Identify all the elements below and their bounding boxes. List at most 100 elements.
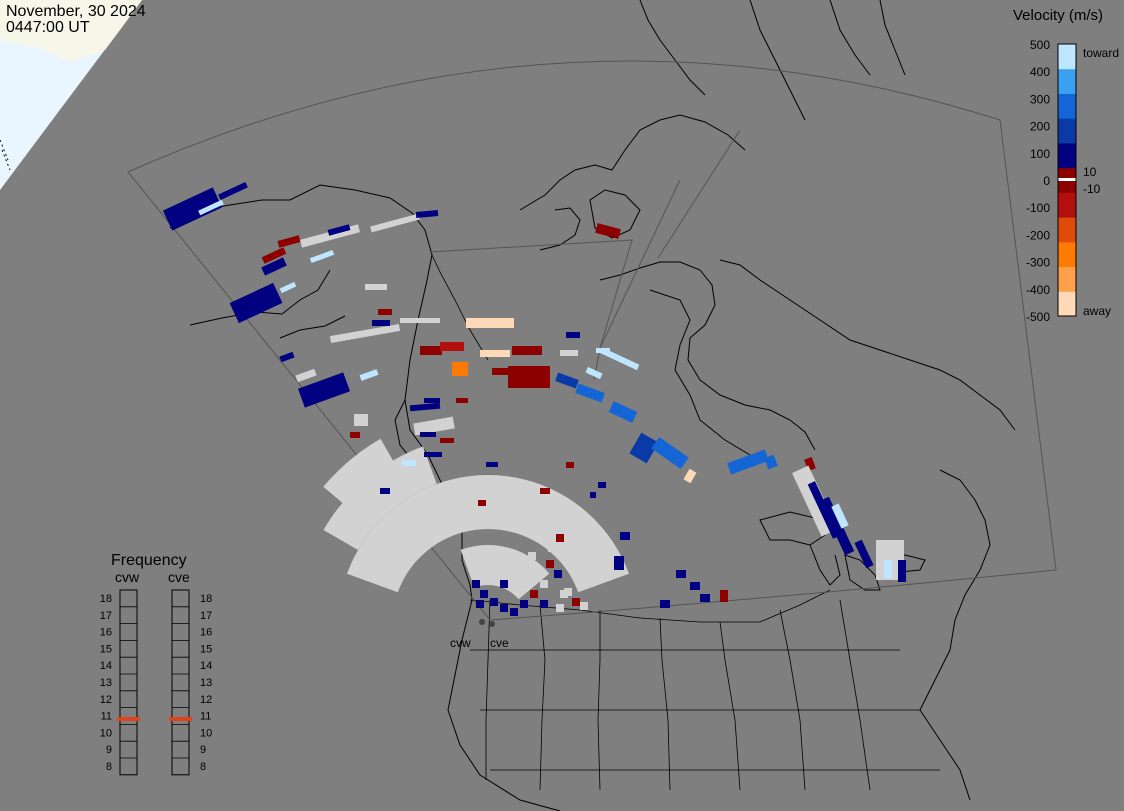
coastlines — [169, 0, 1016, 811]
frequency-level-label: 16 — [100, 627, 112, 639]
velocity-cell — [456, 398, 468, 403]
velocity-cell — [720, 590, 728, 602]
velocity-cell — [480, 590, 488, 598]
velocity-cell — [424, 452, 442, 457]
frequency-level-label: 14 — [100, 660, 112, 672]
velocity-cell — [402, 460, 416, 466]
velocity-cell — [560, 350, 578, 356]
velocity-color-band — [1058, 142, 1076, 169]
velocity-cell — [480, 350, 510, 357]
frequency-scale-cvw — [119, 589, 138, 776]
velocity-cell — [299, 224, 361, 248]
velocity-tick-label: -400 — [1026, 283, 1050, 297]
frequency-title: Frequency — [111, 552, 187, 569]
backscatter-cells — [162, 181, 906, 616]
velocity-cell — [575, 383, 605, 403]
frequency-level-label: 14 — [200, 660, 212, 672]
velocity-cell — [350, 432, 360, 438]
velocity-tick-label: 400 — [1030, 65, 1050, 79]
velocity-tick-label: 100 — [1030, 147, 1050, 161]
velocity-cell — [327, 224, 351, 236]
frequency-panel: Frequency cvw cve 1817161514131211109818… — [100, 552, 212, 776]
velocity-cell — [400, 318, 440, 323]
velocity-cell — [218, 181, 248, 201]
velocity-cell — [365, 284, 387, 290]
velocity-cell — [295, 368, 317, 383]
velocity-cell — [554, 570, 562, 578]
frequency-level-label: 11 — [200, 711, 211, 723]
velocity-cell — [512, 346, 542, 355]
velocity-cell — [415, 210, 439, 218]
velocity-cell — [764, 454, 778, 470]
velocity-cell — [566, 462, 574, 468]
velocity-cell — [413, 416, 455, 436]
gray-scatter-arc — [460, 545, 550, 600]
velocity-color-band — [1058, 192, 1076, 218]
velocity-cell — [466, 318, 514, 328]
velocity-cell — [470, 568, 478, 576]
state-province-borders — [431, 254, 940, 791]
frequency-level-label: 17 — [100, 610, 112, 622]
velocity-tick-label: 0 — [1043, 174, 1050, 188]
velocity-cell — [556, 534, 564, 542]
velocity-cell — [500, 604, 508, 612]
velocity-cell — [472, 580, 480, 588]
frequency-level-label: 13 — [200, 677, 212, 689]
velocity-cell — [309, 250, 335, 263]
frequency-level-label: 12 — [100, 694, 112, 706]
velocity-color-band — [1058, 241, 1076, 268]
velocity-cell — [476, 600, 484, 608]
velocity-cell — [585, 366, 603, 380]
velocity-cell — [229, 282, 283, 324]
velocity-cell — [566, 332, 580, 338]
velocity-tick-labels: 500 400 300 200 100 0 -100 -200 -300 -400 -500 — [1026, 38, 1050, 324]
velocity-cell — [424, 398, 440, 403]
velocity-tick-label: -500 — [1026, 310, 1050, 324]
velocity-cell — [727, 449, 769, 475]
velocity-cell — [831, 503, 849, 529]
frequency-scales: 18 17 16 15 14 13 12 11 10 9 8 18 17 16 15 14 13 12 11 10 9 8 — [100, 589, 212, 776]
velocity-tick-label: -300 — [1026, 256, 1050, 270]
velocity-cell — [380, 488, 390, 494]
neg-threshold-label: -10 — [1083, 182, 1101, 196]
frequency-level-label: 10 — [100, 727, 112, 739]
velocity-cell — [595, 223, 621, 239]
velocity-cell — [510, 608, 518, 616]
velocity-cell — [598, 482, 606, 488]
velocity-color-band — [1058, 93, 1076, 119]
velocity-cell — [420, 346, 442, 355]
velocity-cell — [522, 566, 530, 574]
velocity-cell — [540, 600, 548, 608]
velocity-tick-label: -200 — [1026, 228, 1050, 242]
velocity-cell — [372, 320, 390, 326]
velocity-cell — [555, 372, 579, 389]
gray-scatter-arc — [347, 475, 629, 593]
velocity-cell — [854, 539, 874, 569]
frequency-level-label: 18 — [200, 593, 212, 605]
frequency-level-label: 8 — [200, 761, 206, 773]
velocity-color-band — [1058, 217, 1076, 243]
velocity-cell — [488, 574, 496, 582]
velocity-cell — [572, 598, 580, 606]
velocity-cell — [261, 257, 287, 276]
velocity-cell — [508, 366, 550, 388]
radar-label-cvw: cvw — [450, 636, 471, 650]
frequency-radar-cve: cve — [168, 569, 190, 585]
away-label: away — [1083, 304, 1111, 318]
velocity-cell — [478, 500, 486, 506]
velocity-cell — [683, 468, 697, 484]
frequency-level-label: 9 — [200, 744, 206, 756]
velocity-cell — [420, 432, 436, 437]
radar-fields-of-view — [127, 60, 1057, 621]
velocity-cell — [546, 560, 554, 568]
velocity-cell — [198, 199, 224, 216]
velocity-colorbar-frame — [1057, 43, 1077, 317]
gray-scatter-arc — [323, 446, 437, 550]
frequency-level-label: 17 — [200, 610, 212, 622]
frequency-radar-cvw: cvw — [115, 569, 140, 585]
velocity-cell — [564, 588, 572, 596]
velocity-cell — [660, 600, 670, 608]
frequency-level-label: 12 — [200, 694, 212, 706]
gray-scatter-arc — [323, 438, 398, 510]
